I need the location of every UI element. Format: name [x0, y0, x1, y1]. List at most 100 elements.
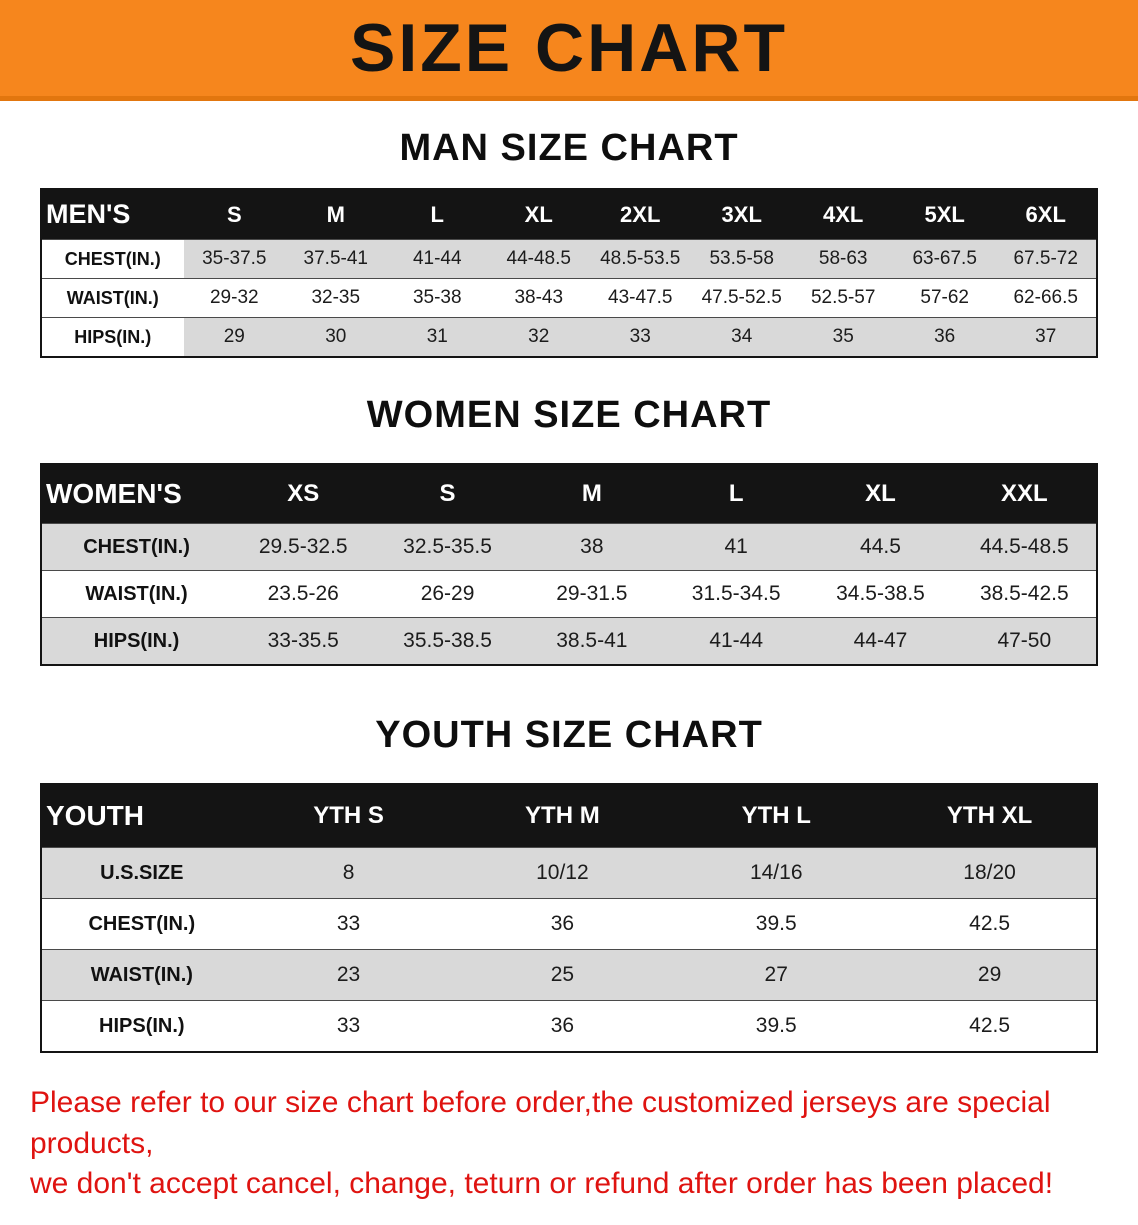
row-label: HIPS(IN.): [41, 317, 184, 357]
banner: SIZE CHART: [0, 0, 1138, 101]
size-value-cell: 36: [893, 317, 996, 357]
size-value-cell: 47.5-52.5: [690, 278, 793, 318]
size-value-cell: 23.5-26: [231, 570, 376, 618]
size-value-cell: 25: [455, 949, 670, 1001]
row-label: WAIST(IN.): [41, 278, 184, 318]
size-value-cell: 53.5-58: [690, 239, 793, 279]
section-men: MAN SIZE CHART MEN'S S M L XL 2XL 3XL 4XL 5XL 6XL…: [0, 127, 1138, 358]
size-value-cell: 29.5-32.5: [231, 523, 376, 571]
table-title-cell: WOMEN'S: [41, 464, 232, 524]
footer-notice: Please refer to our size chart before or…: [0, 1083, 1138, 1225]
size-value-cell: 36: [455, 898, 670, 950]
size-header-cell: L: [386, 189, 488, 240]
size-value-cell: 18/20: [883, 847, 1097, 899]
table-header-row: WOMEN'S XS S M L XL XXL: [41, 464, 1097, 524]
row-label: HIPS(IN.): [41, 1000, 242, 1052]
size-header-cell: S: [375, 464, 520, 524]
size-header-cell: YTH S: [241, 784, 456, 848]
size-header-cell: XL: [808, 464, 953, 524]
size-value-cell: 32.5-35.5: [375, 523, 520, 571]
size-header-cell: YTH L: [669, 784, 884, 848]
size-value-cell: 44.5-48.5: [952, 523, 1097, 571]
size-value-cell: 23: [241, 949, 456, 1001]
size-value-cell: 41: [664, 523, 809, 571]
size-value-cell: 34.5-38.5: [808, 570, 953, 618]
size-header-cell: XS: [231, 464, 376, 524]
size-value-cell: 29: [883, 949, 1097, 1001]
notice-line-2: we don't accept cancel, change, teturn o…: [30, 1167, 1054, 1200]
size-header-cell: L: [664, 464, 809, 524]
row-label: HIPS(IN.): [41, 617, 232, 665]
size-value-cell: 62-66.5: [995, 278, 1097, 318]
size-value-cell: 31: [386, 317, 488, 357]
size-value-cell: 29: [183, 317, 286, 357]
size-value-cell: 31.5-34.5: [664, 570, 809, 618]
size-value-cell: 10/12: [455, 847, 670, 899]
women-size-table: WOMEN'S XS S M L XL XXL CHEST(IN.) 29.5-32.5 32.5…: [40, 463, 1098, 666]
size-value-cell: 48.5-53.5: [589, 239, 691, 279]
size-value-cell: 34: [690, 317, 793, 357]
size-header-cell: 5XL: [893, 189, 996, 240]
measurement-row: HIPS(IN.) 29 30 31 32 33 34 35 36 37: [41, 317, 1097, 357]
section-youth: YOUTH SIZE CHART YOUTH YTH S YTH M YTH L YTH…: [0, 714, 1138, 1053]
table-header-row: YOUTH YTH S YTH M YTH L YTH XL: [41, 784, 1097, 848]
size-value-cell: 38: [519, 523, 665, 571]
size-header-cell: 3XL: [690, 189, 793, 240]
row-label: CHEST(IN.): [41, 239, 184, 279]
size-value-cell: 41-44: [386, 239, 488, 279]
size-value-cell: 39.5: [669, 1000, 884, 1052]
size-header-cell: M: [519, 464, 665, 524]
size-value-cell: 35: [792, 317, 894, 357]
size-value-cell: 35-38: [386, 278, 488, 318]
row-label: CHEST(IN.): [41, 523, 232, 571]
measurement-row: HIPS(IN.) 33-35.5 35.5-38.5 38.5-41 41-44 44-…: [41, 617, 1097, 665]
page-title: SIZE CHART: [350, 10, 788, 86]
size-header-cell: 2XL: [589, 189, 691, 240]
size-value-cell: 58-63: [792, 239, 894, 279]
table-header-row: MEN'S S M L XL 2XL 3XL 4XL 5XL 6XL: [41, 189, 1097, 240]
size-header-cell: YTH XL: [883, 784, 1097, 848]
measurement-row: CHEST(IN.) 35-37.5 37.5-41 41-44 44-48.5 48.5…: [41, 239, 1097, 279]
size-value-cell: 43-47.5: [589, 278, 691, 318]
size-value-cell: 42.5: [883, 1000, 1097, 1052]
size-value-cell: 44.5: [808, 523, 953, 571]
notice-line-1: Please refer to our size chart before or…: [30, 1086, 1051, 1160]
size-value-cell: 38.5-42.5: [952, 570, 1097, 618]
measurement-row: CHEST(IN.) 29.5-32.5 32.5-35.5 38 41 44.5 44.5…: [41, 523, 1097, 571]
size-value-cell: 44-47: [808, 617, 953, 665]
size-value-cell: 47-50: [952, 617, 1097, 665]
size-value-cell: 36: [455, 1000, 670, 1052]
size-header-cell: XXL: [952, 464, 1097, 524]
row-label: WAIST(IN.): [41, 949, 242, 1001]
size-value-cell: 37: [995, 317, 1097, 357]
size-value-cell: 14/16: [669, 847, 884, 899]
size-value-cell: 26-29: [375, 570, 520, 618]
size-value-cell: 33: [241, 898, 456, 950]
size-value-cell: 33: [589, 317, 691, 357]
measurement-row: WAIST(IN.) 23.5-26 26-29 29-31.5 31.5-34.5 34…: [41, 570, 1097, 618]
size-value-cell: 42.5: [883, 898, 1097, 950]
size-value-cell: 35.5-38.5: [375, 617, 520, 665]
measurement-row: WAIST(IN.) 23 25 27 29: [41, 949, 1097, 1001]
size-value-cell: 37.5-41: [285, 239, 387, 279]
size-value-cell: 29-31.5: [519, 570, 665, 618]
table-title-cell: MEN'S: [41, 189, 184, 240]
size-value-cell: 32: [488, 317, 590, 357]
size-value-cell: 8: [241, 847, 456, 899]
size-header-cell: YTH M: [455, 784, 670, 848]
size-value-cell: 29-32: [183, 278, 286, 318]
size-value-cell: 33: [241, 1000, 456, 1052]
size-header-cell: S: [183, 189, 286, 240]
measurement-row: CHEST(IN.) 33 36 39.5 42.5: [41, 898, 1097, 950]
row-label: WAIST(IN.): [41, 570, 232, 618]
men-size-table: MEN'S S M L XL 2XL 3XL 4XL 5XL 6XL CHEST(IN.) 35-37…: [40, 188, 1098, 358]
youth-section-heading: YOUTH SIZE CHART: [375, 714, 763, 756]
women-section-heading: WOMEN SIZE CHART: [366, 394, 772, 436]
size-value-cell: 38-43: [488, 278, 590, 318]
youth-size-table: YOUTH YTH S YTH M YTH L YTH XL U.S.SIZE 8 10/12…: [40, 783, 1098, 1053]
section-women: WOMEN SIZE CHART WOMEN'S XS S M L XL XXL CHEST(…: [0, 394, 1138, 666]
row-label: CHEST(IN.): [41, 898, 242, 950]
size-value-cell: 44-48.5: [488, 239, 590, 279]
size-value-cell: 63-67.5: [893, 239, 996, 279]
